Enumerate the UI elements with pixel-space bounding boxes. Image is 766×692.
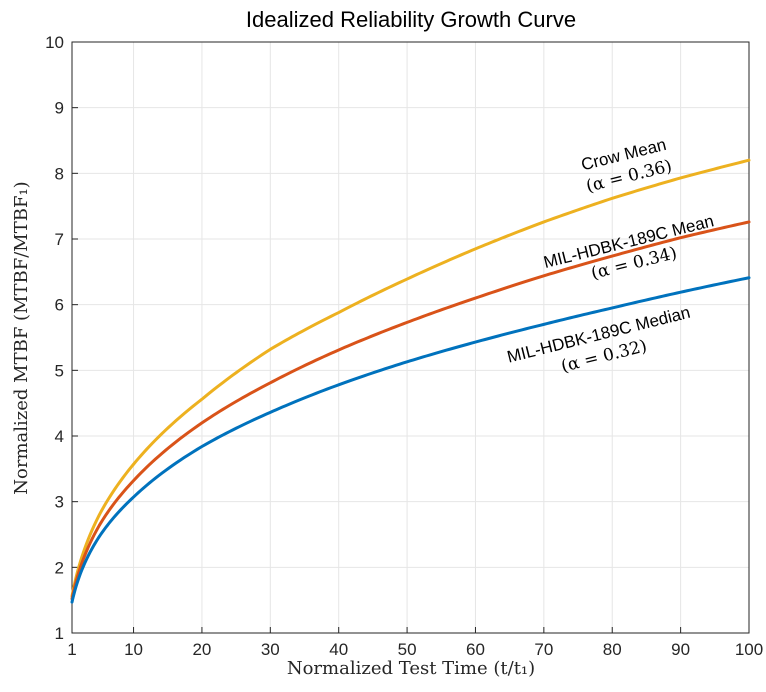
chart-title: Idealized Reliability Growth Curve [246,7,576,32]
x-tick-label: 20 [192,640,211,659]
annotation-crow-mean: Crow Mean (α = 0.36) [579,135,674,197]
y-tick-label: 3 [55,493,64,512]
y-tick-label: 7 [55,230,64,249]
x-tick-label: 40 [329,640,348,659]
series-line-1 [70,220,751,601]
x-tick-label: 10 [124,640,143,659]
x-tick-label: 70 [534,640,553,659]
annotation-mil-median: MIL-HDBK-189C Median (α = 0.32) [505,303,692,377]
y-tick-label: 5 [55,361,64,380]
y-tick-label: 2 [55,558,64,577]
x-tick-label: 50 [398,640,417,659]
axis-ticks: 1 10 20 30 40 50 60 70 80 90 100 1 2 3 4 5 6 7 8 9 10 [45,33,763,659]
grid [71,41,750,634]
x-tick-label: 1 [67,640,76,659]
x-tick-label: 90 [671,640,690,659]
x-tick-label: 100 [735,640,763,659]
y-tick-label: 4 [55,427,64,446]
series-line-0 [70,158,751,598]
y-tick-label: 8 [55,164,64,183]
y-tick-label: 10 [45,33,64,52]
plot-area [71,41,750,634]
annotation-mil-mean: MIL-HDBK-189C Mean (α = 0.34) [542,211,716,283]
x-axis-label: Normalized Test Time (t/t₁) [287,658,535,679]
x-tick-label: 80 [603,640,622,659]
y-tick-label: 1 [55,624,64,643]
y-tick-label: 6 [55,296,64,315]
series-line-2 [70,276,751,604]
x-tick-label: 60 [466,640,485,659]
y-axis-label: Normalized MTBF (MTBF/MTBF₁) [11,181,32,494]
x-tick-label: 30 [261,640,280,659]
y-tick-label: 9 [55,99,64,118]
series-lines [70,158,751,604]
